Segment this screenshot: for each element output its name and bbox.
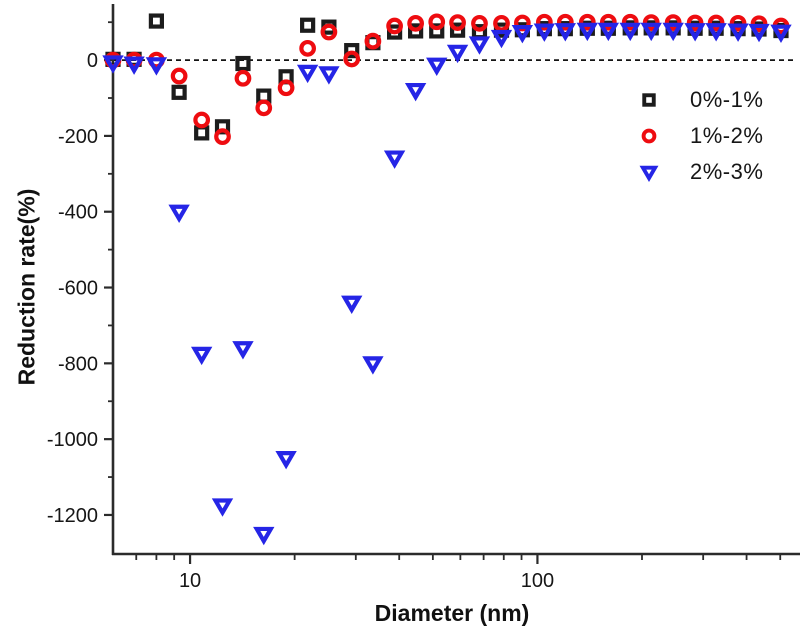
- triangle-down-marker: [145, 57, 168, 76]
- triangle-down-marker: [533, 23, 556, 42]
- y-axis-title: Reduction rate(%): [13, 188, 40, 386]
- legend-label: 0%-1%: [690, 87, 764, 112]
- y-tick-label: -1000: [47, 429, 98, 451]
- legend-label: 2%-3%: [690, 159, 764, 184]
- y-tick-label: -400: [58, 202, 98, 224]
- circle-marker: [641, 128, 657, 144]
- triangle-down-marker: [123, 56, 145, 75]
- circle-marker: [386, 17, 403, 35]
- triangle-down-marker: [275, 451, 297, 470]
- circle-marker: [493, 14, 510, 32]
- legend: 0%-1% 1%-2% 2%-3%: [636, 82, 763, 190]
- square-marker: [429, 23, 445, 39]
- triangle-down-marker: [748, 23, 770, 43]
- triangle-down-marker: [662, 22, 684, 42]
- y-tick-label: -600: [58, 278, 98, 300]
- circle-marker: [621, 13, 639, 31]
- square-marker: [642, 93, 656, 107]
- triangle-down-marker: [211, 498, 234, 517]
- triangle-down-marker: [705, 23, 727, 42]
- triangle-down-marker: [362, 356, 384, 375]
- triangle-down-marker: [168, 204, 190, 224]
- square-marker: [344, 43, 360, 59]
- circle-marker: [686, 14, 704, 32]
- square-marker-icon: [642, 93, 656, 107]
- triangle-down-marker: [190, 346, 213, 366]
- circle-marker: [514, 14, 531, 32]
- triangle-down-marker: [554, 23, 577, 42]
- circle-marker: [299, 39, 317, 57]
- legend-item-2-3: 2%-3%: [636, 154, 763, 190]
- x-axis-ticks: 10 100: [135, 554, 782, 592]
- square-marker: [171, 84, 187, 100]
- triangle-down-marker: [383, 150, 406, 169]
- triangle-down-marker: [619, 22, 641, 42]
- legend-item-1-2: 1%-2%: [636, 118, 763, 154]
- legend-label: 1%-2%: [690, 123, 764, 148]
- circle-marker: [729, 14, 747, 32]
- circle-marker: [234, 69, 252, 87]
- circle-marker: [277, 79, 295, 97]
- square-marker: [408, 23, 424, 39]
- circle-marker: [364, 32, 382, 50]
- circle-marker-icon: [641, 128, 657, 144]
- triangle-down-marker: [232, 341, 254, 360]
- triangle-down-marker: [296, 64, 319, 84]
- triangle-down-marker: [640, 22, 662, 42]
- triangle-down-marker: [404, 82, 427, 102]
- circle-marker: [193, 111, 211, 129]
- triangle-down-marker: [468, 36, 491, 55]
- triangle-down-marker: [102, 55, 124, 74]
- circle-marker: [578, 13, 596, 31]
- triangle-down-marker: [426, 57, 448, 76]
- y-tick-label: -1200: [47, 505, 98, 527]
- triangle-down-marker: [318, 66, 340, 85]
- circle-marker: [535, 13, 553, 31]
- circle-marker: [170, 67, 188, 85]
- triangle-down-marker: [490, 29, 513, 49]
- x-tick-label: 10: [179, 570, 201, 592]
- circle-marker: [407, 14, 424, 32]
- circle-marker: [428, 13, 446, 31]
- circle-marker: [707, 14, 725, 32]
- circle-marker: [471, 14, 488, 32]
- y-tick-label: -800: [58, 353, 98, 375]
- triangle-down-marker: [253, 526, 275, 546]
- triangle-down-marker: [576, 22, 599, 42]
- square-marker: [300, 17, 316, 33]
- circle-marker: [343, 50, 361, 68]
- circle-marker: [664, 14, 682, 31]
- circle-marker: [750, 15, 768, 33]
- triangle-down-marker: [770, 24, 792, 43]
- circle-marker: [214, 128, 231, 146]
- y-axis-ticks: 0 -200 -400 -600 -800 -1000 -1200: [47, 21, 113, 527]
- x-tick-label: 100: [521, 570, 554, 592]
- circle-marker: [599, 13, 617, 31]
- square-marker: [235, 55, 251, 72]
- triangle-down-marker: [639, 165, 659, 183]
- circle-marker: [255, 99, 273, 117]
- triangle-down-marker-icon: [639, 165, 659, 183]
- square-marker: [148, 13, 164, 29]
- series-2%-3%: [102, 22, 792, 546]
- triangle-down-marker: [511, 24, 534, 44]
- triangle-down-marker: [727, 23, 749, 42]
- square-marker: [449, 22, 466, 38]
- circle-marker: [449, 14, 466, 31]
- triangle-down-marker: [597, 22, 620, 42]
- square-marker: [194, 125, 210, 141]
- y-tick-label: 0: [87, 50, 98, 72]
- legend-item-0-1: 0%-1%: [636, 82, 763, 118]
- circle-marker: [320, 23, 338, 41]
- circle-marker: [642, 14, 660, 31]
- triangle-down-marker: [684, 23, 706, 42]
- triangle-down-marker: [341, 295, 363, 315]
- y-tick-label: -200: [58, 126, 98, 148]
- circle-marker: [556, 13, 574, 31]
- x-axis-title: Diameter (nm): [374, 600, 530, 626]
- triangle-down-marker: [446, 44, 469, 64]
